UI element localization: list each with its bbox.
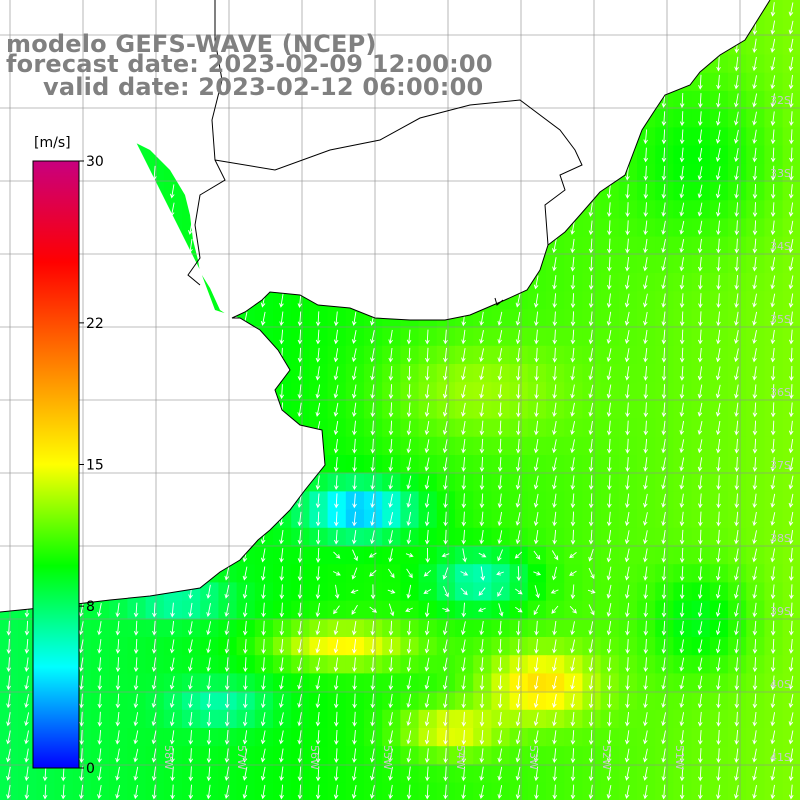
lon-label: 51W: [673, 745, 686, 770]
lon-label: 54W: [454, 745, 467, 770]
national-border: [187, 0, 583, 306]
lon-label: 52W: [600, 745, 613, 770]
lat-label: 38S: [770, 532, 791, 545]
colorbar-tick-label: 0: [86, 761, 95, 777]
lat-label: 37S: [770, 459, 791, 472]
lat-label: 36S: [770, 386, 791, 399]
lat-label: 32S: [770, 94, 791, 107]
colorbar-unit: [m/s]: [34, 135, 71, 151]
colorbar-tick-label: 15: [86, 458, 104, 474]
lat-label: 33S: [770, 167, 791, 180]
land-mass: [0, 0, 770, 612]
colorbar-tick-label: 30: [86, 154, 104, 170]
wind-arrows: [6, 2, 794, 800]
grid-labels: 32S 33S 34S 35S 36S 37S 38S 39S 40S 41S 58W 57W 56W 5…: [162, 94, 791, 770]
colorbar-ticks: 30 22 15 8 0: [79, 154, 104, 777]
lon-label: 53W: [527, 745, 540, 770]
lon-label: 57W: [235, 745, 248, 770]
colorbar-tick-label: 8: [86, 599, 95, 615]
title-model: modelo GEFS-WAVE (NCEP): [6, 30, 377, 58]
lat-label: 35S: [770, 313, 791, 326]
lon-label: 55W: [381, 745, 394, 770]
colorbar-tick-label: 22: [86, 316, 104, 332]
lat-label: 41S: [770, 751, 791, 764]
lon-label: 56W: [308, 745, 321, 770]
lat-label: 39S: [770, 605, 791, 618]
lon-label: 58W: [162, 745, 175, 770]
lat-label: 40S: [770, 678, 791, 691]
coastline: [0, 0, 771, 613]
title-forecast-date: forecast date: 2023-02-09 12:00:00: [6, 50, 493, 78]
lat-label: 34S: [770, 240, 791, 253]
colorbar: [m/s] 30 22 15 8 0: [32, 135, 104, 777]
title-valid-date: valid date: 2023-02-12 06:00:00: [43, 73, 484, 101]
colorbar-bar: [32, 160, 80, 769]
